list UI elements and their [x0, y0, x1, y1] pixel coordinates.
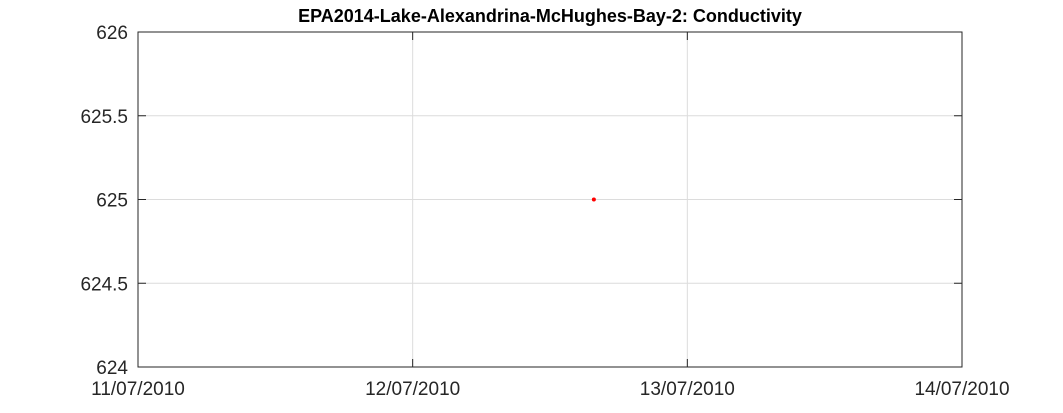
y-axis: 624 624.5 625 625.5 626: [80, 23, 962, 379]
chart-title: EPA2014-Lake-Alexandrina-McHughes-Bay-2:…: [298, 6, 802, 26]
y-tick-label: 624: [96, 358, 128, 379]
y-tick-label: 626: [96, 23, 128, 44]
x-axis: 11/07/2010 12/07/2010 13/07/2010 14/07/2010: [91, 32, 1010, 400]
data-marks: [591, 197, 596, 202]
x-tick-label: 14/07/2010: [914, 379, 1009, 400]
y-tick-label: 624.5: [80, 274, 128, 295]
x-tick-label: 11/07/2010: [91, 379, 185, 400]
x-tick-label: 12/07/2010: [365, 379, 460, 400]
grid-lines: [138, 32, 962, 367]
y-tick-label: 625: [96, 191, 128, 212]
data-point: [591, 197, 596, 202]
y-tick-label: 625.5: [80, 107, 128, 128]
x-tick-label: 13/07/2010: [640, 379, 735, 400]
